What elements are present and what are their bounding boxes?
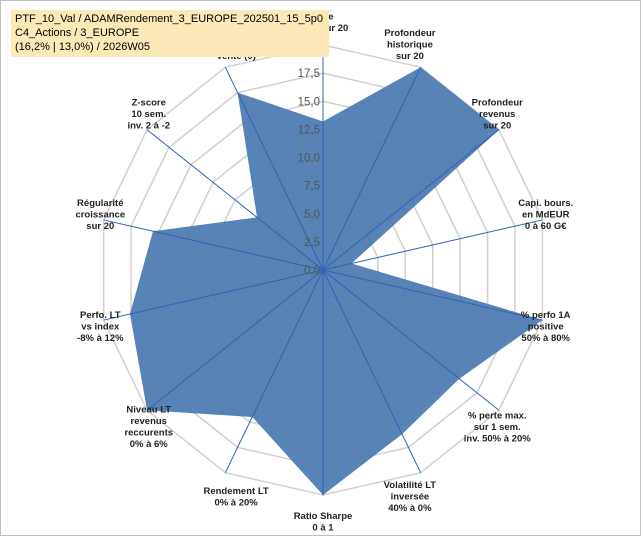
axis-label: 40% à 0% xyxy=(388,503,432,514)
axis-label: en MdEUR xyxy=(522,210,570,221)
portfolio-info-box: PTF_10_Val / ADAMRendement_3_EUROPE_2025… xyxy=(11,10,329,57)
axis-label: Perfo. LT xyxy=(80,310,121,321)
radar-spoke xyxy=(224,67,324,271)
axis-label: sur 20 xyxy=(396,51,424,62)
axis-label: sur 20 xyxy=(86,221,114,232)
radar-axes xyxy=(103,45,543,495)
portfolio-info-line-3: (16,2% | 13,0%) / 2026W05 xyxy=(15,41,150,53)
axis-label: Niveau LT xyxy=(126,405,171,416)
radar-spoke xyxy=(103,219,324,271)
axis-label: 0% à 20% xyxy=(214,497,258,508)
axis-label: 10 sem. xyxy=(131,109,166,120)
radar-spoke xyxy=(146,269,324,411)
axis-label: Régularité xyxy=(77,198,123,209)
radial-tick-label: 17,5 xyxy=(298,68,320,80)
axis-label: Ratio Sharpe xyxy=(294,511,353,522)
radar-spoke xyxy=(322,129,500,271)
portfolio-info-line-2: C4_Actions / 3_EUROPE xyxy=(15,27,140,39)
axis-label-group: Rendement LT0% à 20% xyxy=(203,486,268,509)
axis-label: inv. 2 à -2 xyxy=(127,121,170,132)
radial-tick-label: 2,5 xyxy=(304,237,320,249)
axis-label: 0% à 6% xyxy=(130,439,169,450)
radial-tick-label: 7,5 xyxy=(304,181,320,193)
axis-label: reccurents xyxy=(124,428,173,439)
radial-tick-label: 12,5 xyxy=(298,124,320,136)
axis-label: sur 20 xyxy=(483,121,511,132)
axis-label: Profondeur xyxy=(472,98,523,109)
axis-label: -8% à 12% xyxy=(77,333,124,344)
radial-tick-label: 15,0 xyxy=(298,96,320,108)
axis-label: vs index xyxy=(81,321,120,332)
axis-label: inversée xyxy=(391,492,430,503)
radial-tick-label: 5,0 xyxy=(304,209,320,221)
radar-spoke xyxy=(224,269,324,473)
axis-label: Rendement LT xyxy=(203,486,268,497)
axis-label-group: % perte max.sur 1 sem.inv. 50% à 20% xyxy=(464,410,531,444)
axis-label: historique xyxy=(387,39,433,50)
axis-label: Profondeur xyxy=(384,28,435,39)
radial-tick-label: 10,0 xyxy=(298,153,320,165)
radar-spoke xyxy=(146,129,324,271)
portfolio-info-line-1: PTF_10_Val / ADAMRendement_3_EUROPE_2025… xyxy=(15,13,323,25)
axis-label: 0 à 60 G€ xyxy=(525,221,567,232)
axis-label: croissance xyxy=(75,210,125,221)
axis-label: Capi. bours. xyxy=(518,198,573,209)
radar-series-area xyxy=(129,67,543,495)
radar-spoke xyxy=(103,269,324,321)
axis-label: 0 à 1 xyxy=(312,522,334,533)
axis-label: sur 1 sem. xyxy=(474,422,521,433)
axis-label: Volatilité LT xyxy=(384,480,437,491)
axis-label: inv. 50% à 20% xyxy=(464,433,531,444)
radar-spoke xyxy=(322,269,500,411)
axis-label: % perfo 1A xyxy=(521,310,571,321)
axis-label: revenus xyxy=(479,109,515,120)
axis-label: % perte max. xyxy=(468,410,527,421)
radar-spoke xyxy=(322,219,543,271)
axis-label: positive xyxy=(528,321,564,332)
axis-label: revenus xyxy=(131,416,167,427)
axis-label: 50% à 80% xyxy=(521,333,570,344)
radial-tick-label: 0,0 xyxy=(304,265,320,277)
axis-label: Z-score xyxy=(132,98,166,109)
radar-spoke xyxy=(322,67,422,271)
radar-spoke xyxy=(322,269,422,473)
radar-spoke xyxy=(322,269,543,321)
